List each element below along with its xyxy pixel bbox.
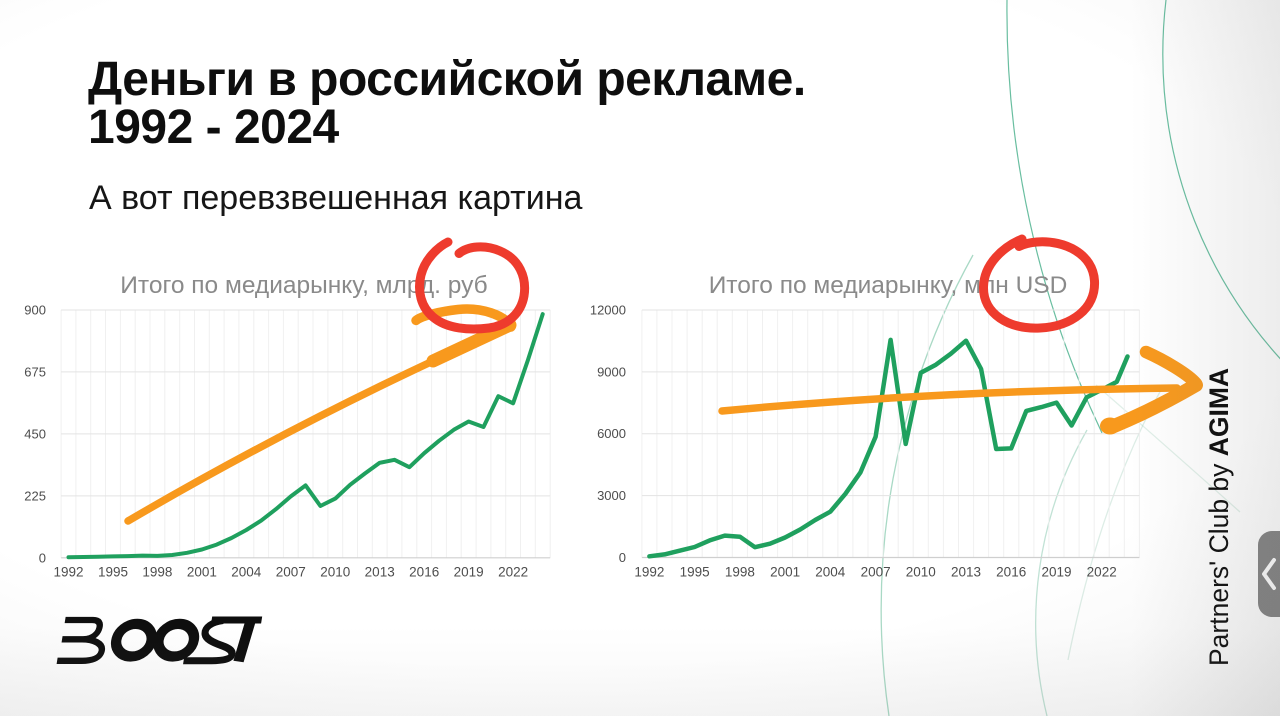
svg-text:2004: 2004 (815, 565, 846, 580)
svg-text:450: 450 (24, 426, 46, 441)
svg-text:2013: 2013 (365, 565, 395, 580)
svg-text:1998: 1998 (142, 565, 172, 580)
svg-text:12000: 12000 (590, 303, 626, 318)
svg-text:9000: 9000 (597, 364, 626, 379)
svg-text:2004: 2004 (231, 565, 262, 580)
svg-text:2022: 2022 (1087, 565, 1117, 580)
svg-text:1995: 1995 (680, 565, 710, 580)
svg-text:0: 0 (39, 550, 46, 565)
svg-text:1992: 1992 (53, 565, 83, 580)
svg-text:6000: 6000 (597, 426, 626, 441)
svg-text:1992: 1992 (634, 565, 664, 580)
svg-text:2007: 2007 (276, 565, 306, 580)
svg-text:2007: 2007 (861, 565, 891, 580)
svg-text:2001: 2001 (187, 565, 217, 580)
svg-text:2019: 2019 (454, 565, 484, 580)
svg-text:900: 900 (24, 303, 46, 318)
svg-text:1998: 1998 (725, 565, 755, 580)
svg-text:3000: 3000 (597, 488, 626, 503)
svg-text:2013: 2013 (951, 565, 981, 580)
svg-text:2016: 2016 (409, 565, 439, 580)
svg-text:2022: 2022 (498, 565, 528, 580)
svg-text:1995: 1995 (98, 565, 128, 580)
svg-text:2010: 2010 (906, 565, 936, 580)
svg-text:675: 675 (24, 364, 46, 379)
svg-text:0: 0 (619, 550, 626, 565)
svg-text:2019: 2019 (1041, 565, 1071, 580)
svg-text:2010: 2010 (320, 565, 350, 580)
svg-text:Итого по медиарынку, млн USD: Итого по медиарынку, млн USD (709, 272, 1068, 299)
svg-text:2001: 2001 (770, 565, 800, 580)
svg-text:2016: 2016 (996, 565, 1026, 580)
svg-text:225: 225 (24, 488, 46, 503)
svg-text:Итого по медиарынку, млрд. руб: Итого по медиарынку, млрд. руб (120, 272, 487, 299)
